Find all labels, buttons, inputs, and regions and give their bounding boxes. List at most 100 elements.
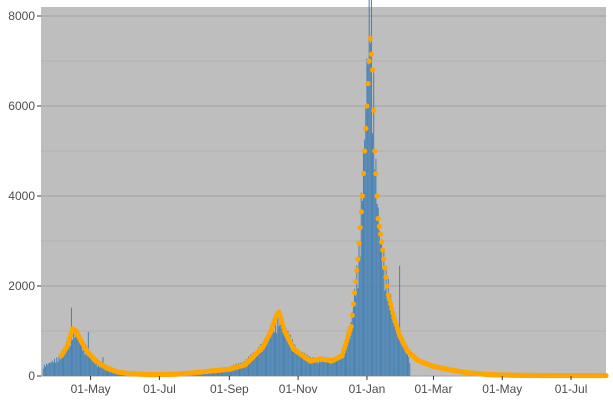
point — [354, 267, 360, 273]
point — [355, 256, 361, 262]
bar — [341, 352, 343, 376]
bar — [77, 338, 79, 376]
bar — [250, 354, 252, 376]
point — [349, 312, 355, 318]
bar — [252, 352, 254, 376]
x-tick-label: 01-Nov — [279, 382, 318, 396]
bar — [241, 362, 243, 376]
point — [373, 170, 379, 177]
bar — [100, 365, 102, 376]
bar — [335, 357, 337, 376]
bar — [314, 357, 316, 376]
bar — [369, 43, 371, 377]
point — [350, 301, 356, 307]
point-series — [58, 35, 609, 379]
bar — [113, 371, 115, 376]
bar — [348, 327, 350, 376]
bar — [107, 369, 109, 376]
point — [353, 278, 359, 285]
bar — [391, 305, 393, 376]
bar — [390, 293, 392, 376]
bar — [55, 362, 57, 376]
bar — [346, 335, 348, 376]
bar — [242, 362, 244, 376]
bar — [364, 139, 366, 376]
bar — [244, 362, 246, 376]
bar — [240, 362, 242, 376]
bar — [262, 341, 264, 376]
bar — [78, 337, 80, 376]
bar — [238, 364, 240, 376]
bar — [86, 356, 88, 376]
bar — [237, 363, 239, 376]
bar — [316, 358, 318, 376]
bar — [305, 358, 307, 376]
bar — [50, 362, 52, 376]
y-tick-label: 8000 — [8, 9, 35, 23]
bar — [289, 334, 291, 376]
bar — [43, 364, 45, 376]
bar — [367, 64, 369, 376]
point — [359, 193, 366, 199]
bar — [54, 358, 56, 376]
bar — [372, 133, 374, 376]
bar — [349, 329, 351, 376]
bar — [378, 230, 380, 376]
bar — [57, 361, 59, 376]
bar — [333, 357, 335, 376]
bar — [91, 359, 93, 376]
point — [388, 301, 394, 307]
bar — [65, 348, 67, 376]
bar — [403, 346, 405, 376]
point — [351, 290, 358, 296]
bar — [358, 243, 360, 376]
bar — [232, 367, 234, 376]
bar — [79, 344, 81, 376]
x-tick-label: 01-Jul — [555, 382, 588, 396]
bar — [277, 314, 279, 376]
bar — [284, 330, 286, 376]
bar — [278, 325, 280, 376]
x-tick-label: 01-Jul — [143, 382, 176, 396]
bar — [306, 354, 308, 376]
bar — [261, 352, 263, 376]
bar — [219, 370, 221, 376]
bar — [301, 356, 303, 376]
bar — [46, 363, 48, 376]
bar — [308, 356, 310, 376]
bar — [64, 348, 66, 376]
bar — [386, 299, 388, 376]
bar — [321, 359, 323, 376]
bar — [269, 332, 271, 376]
bar — [75, 333, 77, 376]
bar — [293, 347, 295, 376]
bar — [83, 344, 85, 376]
bar — [395, 318, 397, 376]
point — [378, 239, 385, 245]
point — [371, 107, 377, 114]
bar — [67, 346, 69, 376]
bar — [254, 351, 256, 376]
bar — [294, 344, 296, 376]
bar — [359, 256, 361, 376]
bar — [247, 356, 250, 376]
bar — [60, 355, 62, 376]
bar — [280, 325, 282, 376]
bar — [310, 357, 312, 376]
point — [374, 193, 380, 199]
x-tick-label: 01-Jan — [349, 382, 386, 396]
bar — [303, 359, 305, 376]
bar — [325, 361, 327, 376]
bar — [251, 357, 253, 376]
bar — [104, 367, 106, 376]
bar — [249, 361, 251, 376]
bar — [394, 321, 396, 376]
bar — [72, 339, 74, 376]
bar — [365, 104, 367, 377]
bar — [90, 358, 92, 376]
point — [367, 35, 373, 42]
bar — [351, 312, 353, 376]
bar — [51, 360, 53, 376]
bar — [352, 306, 354, 376]
bar — [42, 368, 44, 376]
